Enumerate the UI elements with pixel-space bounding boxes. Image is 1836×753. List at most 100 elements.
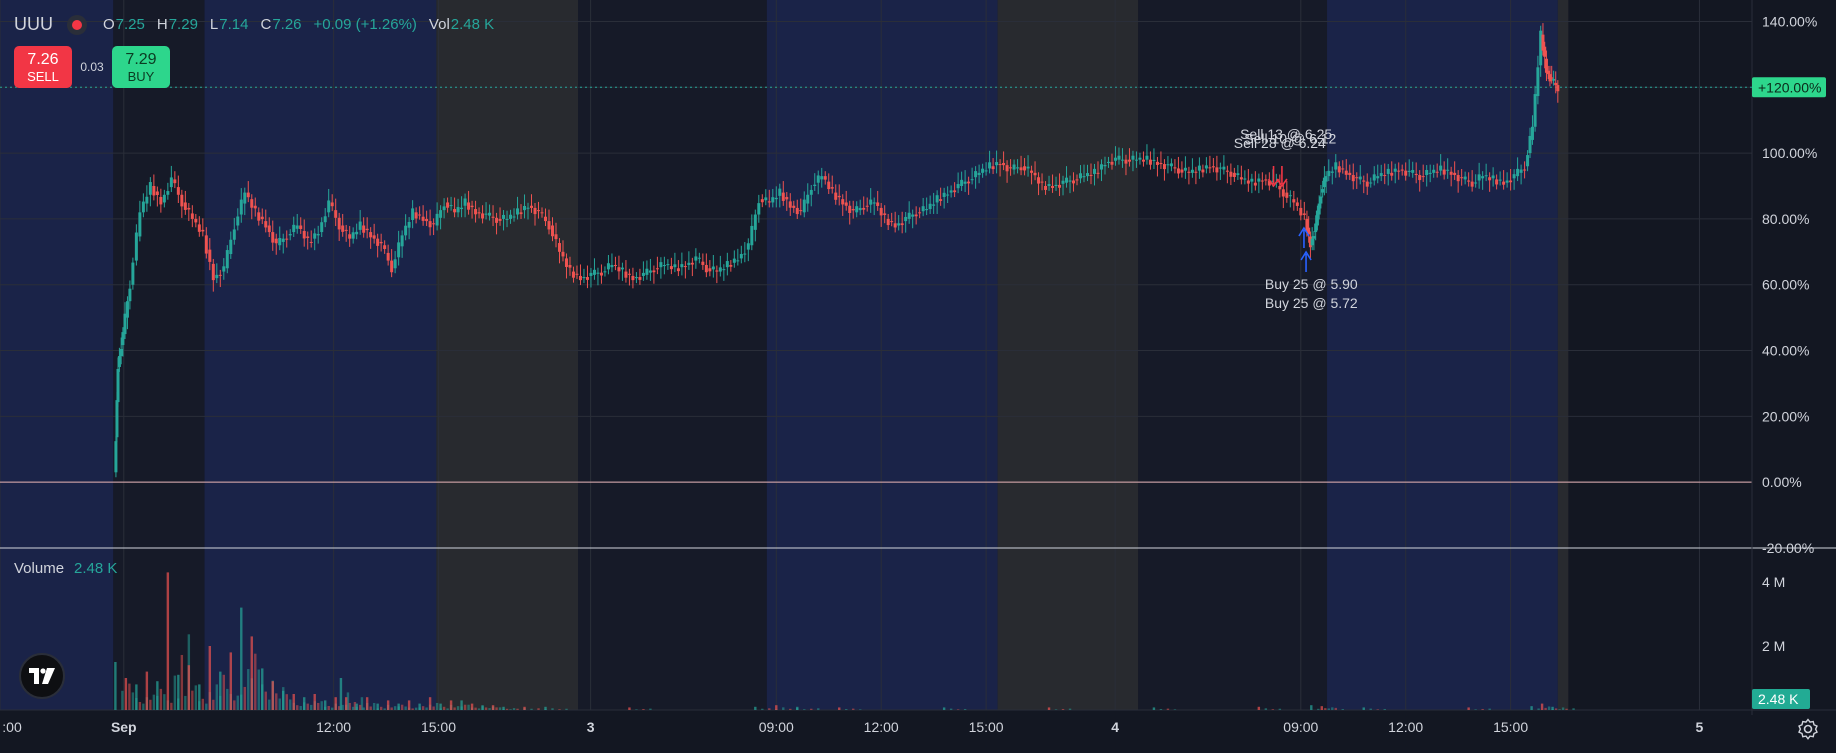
candle-body <box>404 225 408 236</box>
candle-body <box>267 225 271 233</box>
candle-body <box>967 181 971 184</box>
candle-body <box>1243 178 1247 180</box>
candle-body <box>834 192 838 200</box>
candle-body <box>589 272 593 276</box>
sell-button[interactable]: 7.26 SELL <box>14 46 72 88</box>
market-status-icon[interactable] <box>67 14 87 35</box>
candle-body <box>299 225 303 230</box>
volume-bar <box>376 703 379 710</box>
candle-body <box>1460 177 1464 179</box>
candle-body <box>1348 172 1352 176</box>
symbol-name[interactable]: UUU <box>14 14 53 34</box>
candle-body <box>1190 169 1194 173</box>
candle-body <box>1047 184 1051 186</box>
candle-body <box>1040 181 1044 183</box>
volume-bar <box>271 681 274 710</box>
candle-body <box>862 207 866 210</box>
candle-body <box>1208 167 1212 169</box>
candle-body <box>470 205 474 208</box>
candle-body <box>313 233 317 239</box>
candle-body <box>785 196 789 200</box>
candle-body <box>974 171 978 178</box>
candle-body <box>512 216 516 218</box>
candle-body <box>519 212 523 215</box>
volume-bar <box>432 706 435 710</box>
volume-bar <box>404 706 407 710</box>
volume-bar <box>463 704 467 710</box>
candle-body <box>1236 173 1240 176</box>
candle-body <box>330 202 334 207</box>
volume-bar <box>205 703 208 710</box>
volume-bar <box>796 706 799 710</box>
candle-body <box>981 168 985 173</box>
volume-bar <box>233 700 236 710</box>
time-axis-label: 3 <box>587 719 595 735</box>
candle-body <box>641 272 645 276</box>
candle-body <box>502 214 506 219</box>
candle-body <box>1096 172 1100 174</box>
volume-bar <box>317 702 320 710</box>
candle-body <box>1225 170 1229 172</box>
volume-bar <box>495 707 498 710</box>
candle-body <box>1166 164 1170 166</box>
candle-body <box>114 441 118 473</box>
candle-body <box>687 262 691 265</box>
gear-icon[interactable] <box>1796 717 1820 741</box>
candle-body <box>743 253 747 255</box>
candle-body <box>1307 227 1311 235</box>
candle-body <box>474 209 478 215</box>
tradingview-logo-icon[interactable] <box>19 653 65 699</box>
candle-body <box>837 195 841 198</box>
candle-body <box>1453 172 1457 176</box>
candle-body <box>1120 159 1124 161</box>
candle-body <box>1528 135 1532 154</box>
volume-bar <box>530 708 533 710</box>
candle-body <box>1397 170 1401 172</box>
candle-body <box>988 162 992 169</box>
candle-body <box>701 261 705 265</box>
candle-body <box>571 271 575 278</box>
candle-body <box>379 241 383 244</box>
candle-body <box>1383 175 1387 177</box>
candle-body <box>1033 172 1037 176</box>
volume-bar <box>362 707 365 710</box>
volume-bar <box>1278 708 1282 710</box>
candle-body <box>876 202 880 206</box>
candle-body <box>1229 171 1233 177</box>
buy-button[interactable]: 7.29 BUY <box>112 46 170 88</box>
candle-body <box>421 216 425 221</box>
buy-price: 7.29 <box>125 50 157 68</box>
volume-bar <box>502 706 505 710</box>
candle-body <box>1327 170 1331 177</box>
buy-annotation: Buy 25 @ 5.90 <box>1265 276 1358 292</box>
candle-body <box>715 270 719 272</box>
candle-body <box>1023 166 1027 171</box>
volume-bar <box>212 699 215 710</box>
candle-body <box>820 176 824 180</box>
volume-bar <box>558 709 561 710</box>
candle-body <box>596 272 600 274</box>
candle-body <box>425 218 429 222</box>
candle-body <box>540 212 544 214</box>
time-axis-label: 12:00 <box>864 719 899 735</box>
candle-body <box>666 264 670 266</box>
candle-body <box>222 266 226 272</box>
candle-body <box>1051 186 1055 188</box>
volume-bar <box>400 704 404 710</box>
candle-body <box>229 239 233 255</box>
time-axis-label: Sep <box>111 719 137 735</box>
candle-body <box>1211 166 1215 168</box>
volume-bar <box>421 706 425 710</box>
price-axis-label: -20.00% <box>1762 540 1814 556</box>
volume-bar <box>1341 709 1344 710</box>
volume-bar <box>187 665 191 710</box>
volume-bar <box>379 706 383 710</box>
candle-body <box>1288 195 1292 197</box>
candle-body <box>739 254 743 259</box>
candle-body <box>1404 170 1408 176</box>
volume-bar <box>201 698 205 710</box>
volume-last-label: 2.48 K <box>1758 691 1799 707</box>
candle-body <box>575 273 579 275</box>
candle-body <box>491 216 495 218</box>
